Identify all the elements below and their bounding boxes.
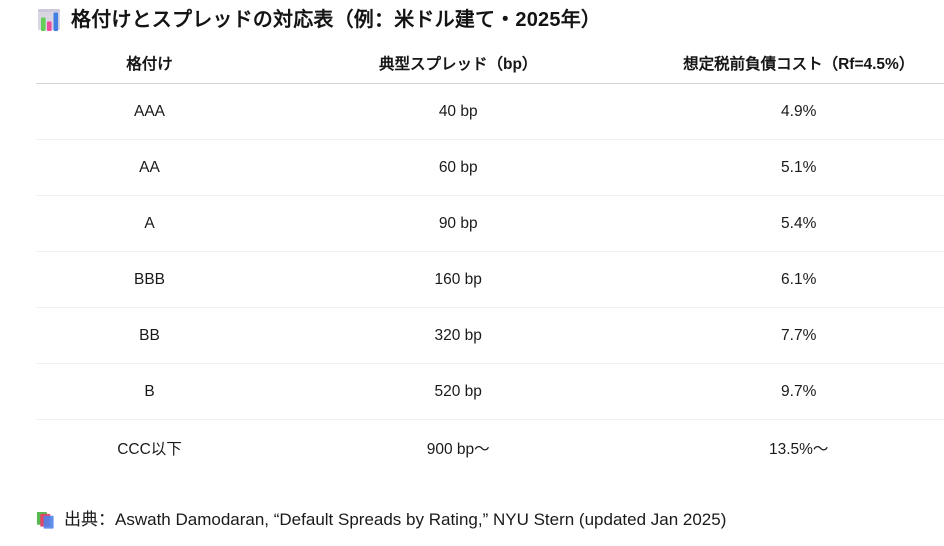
rating-cell: B (36, 363, 263, 420)
cost-cell: 5.1% (653, 139, 944, 196)
cost-cell: 5.4% (653, 195, 944, 252)
spread-cell: 900 bp〜 (426, 440, 490, 458)
table-row: BB 320 bp 7.7% (36, 307, 944, 364)
table-row: B 520 bp 9.7% (36, 363, 944, 420)
column-header-debt-cost: 想定税前負債コスト（Rf=4.5%） (653, 43, 944, 84)
rating-cell: AAA (36, 83, 263, 140)
table-row: AAA 40 bp 4.9% (36, 83, 944, 140)
spread-cell: 160 bp (263, 251, 654, 308)
column-header-rating: 格付け (36, 43, 263, 84)
cost-cell: 13.5%〜 (768, 440, 829, 458)
spread-cell: 90 bp (263, 195, 654, 252)
table-row: A 90 bp 5.4% (36, 195, 944, 252)
rating-cell: BB (36, 307, 263, 364)
cost-cell: 7.7% (653, 307, 944, 364)
rating-cell: A (36, 195, 263, 252)
rating-spread-table: 格付け 典型スプレッド（bp） 想定税前負債コスト（Rf=4.5%） AAA 4… (36, 43, 944, 475)
spread-cell: 60 bp (263, 139, 654, 196)
table-header-row: 格付け 典型スプレッド（bp） 想定税前負債コスト（Rf=4.5%） (36, 43, 944, 84)
source-citation: 出典：Aswath Damodaran, “Default Spreads by… (36, 509, 944, 531)
spread-cell: 40 bp (263, 83, 654, 140)
column-header-spread: 典型スプレッド（bp） (263, 43, 654, 84)
cost-cell: 4.9% (653, 83, 944, 140)
rating-cell: CCC以下 (117, 440, 182, 458)
books-icon (36, 511, 54, 529)
rating-cell: BBB (36, 251, 263, 308)
source-text: 出典：Aswath Damodaran, “Default Spreads by… (64, 510, 727, 529)
table-row: BBB 160 bp 6.1% (36, 251, 944, 308)
page-title: 格付けとスプレッドの対応表（例：米ドル建て・2025年） (71, 9, 602, 31)
table-row: AA 60 bp 5.1% (36, 139, 944, 196)
rating-cell: AA (36, 139, 263, 196)
table-row: CCC以下 900 bp〜 13.5%〜 (36, 420, 944, 476)
cost-cell: 9.7% (653, 363, 944, 420)
spread-cell: 320 bp (263, 307, 654, 364)
spread-cell: 520 bp (263, 363, 654, 420)
bar-chart-icon (38, 9, 60, 31)
page-header: 格付けとスプレッドの対応表（例：米ドル建て・2025年） (0, 0, 944, 33)
cost-cell: 6.1% (653, 251, 944, 308)
